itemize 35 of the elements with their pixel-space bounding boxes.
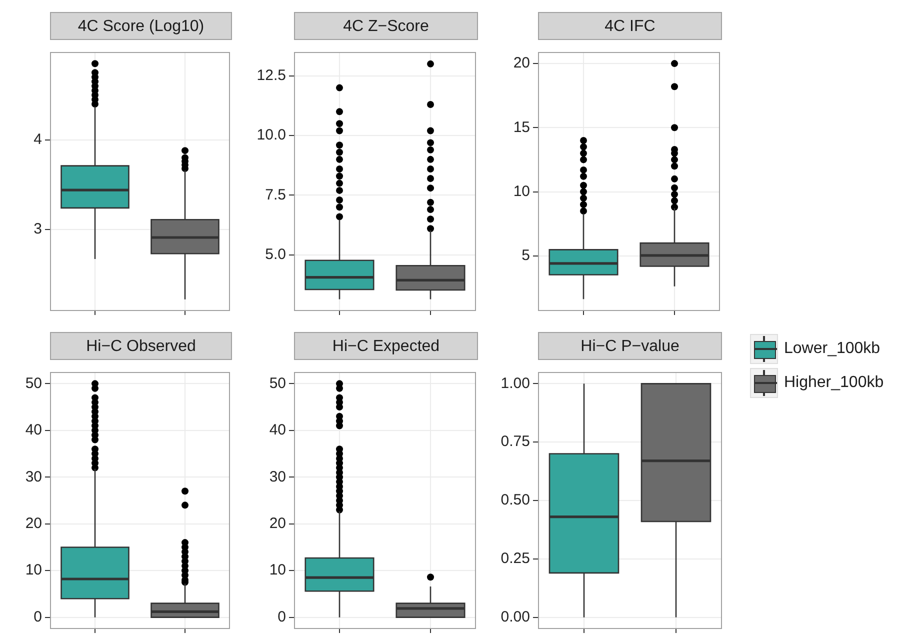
y-tick-label: 10 xyxy=(269,562,286,579)
y-tick-label: 40 xyxy=(269,422,286,439)
y-tick-label: 12.5 xyxy=(256,67,286,84)
y-tick-label: 30 xyxy=(25,468,42,486)
chart-title: 4C IFC xyxy=(538,12,722,40)
y-tick-label: 4 xyxy=(34,130,42,148)
y-tick-label: 0 xyxy=(34,608,42,626)
chart-title: Hi−C P−value xyxy=(538,332,722,360)
y-tick-label: 50 xyxy=(269,374,286,392)
y-tick-label: 7.5 xyxy=(265,186,286,204)
y-tick-label: 1.00 xyxy=(500,374,530,392)
y-tick-label: 5.0 xyxy=(265,246,286,264)
y-tick-label: 50 xyxy=(25,374,42,392)
chart-title: 4C Z−Score xyxy=(294,12,478,40)
y-tick-label: 5 xyxy=(522,247,530,264)
chart-title: Hi−C Expected xyxy=(294,332,478,360)
y-tick-label: 30 xyxy=(269,468,286,486)
y-tick-label: 20 xyxy=(25,515,42,532)
y-tick-label: 10.0 xyxy=(256,126,286,144)
y-tick-label: 0 xyxy=(278,608,286,626)
legend-label: Lower_100kb xyxy=(784,340,880,358)
y-tick-label: 20 xyxy=(513,54,530,72)
y-tick-label: 40 xyxy=(25,422,42,439)
y-tick-label: 0.75 xyxy=(500,433,530,450)
y-tick-label: 10 xyxy=(513,182,530,200)
y-tick-label: 10 xyxy=(25,562,42,579)
legend-label: Higher_100kb xyxy=(784,374,884,392)
y-tick-label: 0.00 xyxy=(500,608,530,626)
y-tick-label: 20 xyxy=(269,515,286,532)
y-tick-label: 0.50 xyxy=(500,492,530,509)
y-tick-label: 3 xyxy=(34,220,42,238)
chart-title: Hi−C Observed xyxy=(50,332,232,360)
chart-title: 4C Score (Log10) xyxy=(50,12,232,40)
y-tick-label: 15 xyxy=(513,118,530,136)
y-tick-label: 0.25 xyxy=(500,550,530,568)
